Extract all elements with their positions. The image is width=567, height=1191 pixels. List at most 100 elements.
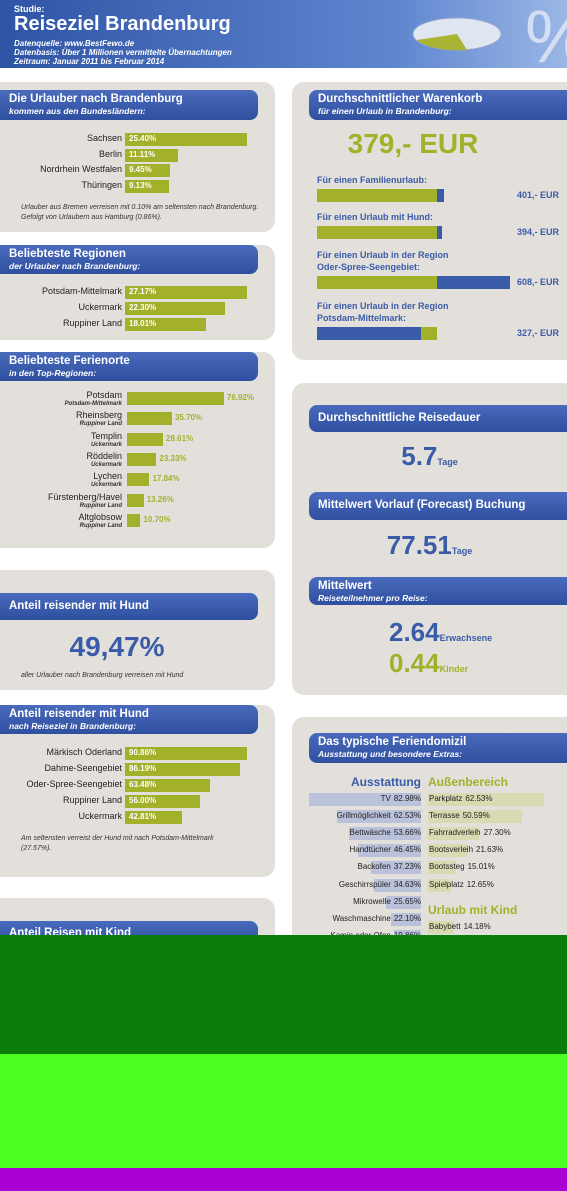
bar: [374, 878, 421, 892]
row-label: Altglobsow: [78, 511, 122, 522]
bar: [125, 779, 211, 792]
row-label: TV 82.98%: [381, 794, 421, 803]
bar: [125, 164, 171, 178]
bar: [428, 793, 544, 806]
study-meta: Datenquelle: www.BestFewo.de: [14, 39, 135, 48]
bar: [127, 513, 141, 527]
section-title: Mittelwert: [318, 580, 372, 592]
row-label: Mikrowelle 25.65%: [353, 897, 421, 906]
section-header: [0, 245, 258, 274]
section-subtitle: nach Reiseziel in Brandenburg:: [9, 721, 137, 731]
bar-value-label: 76.92%: [226, 393, 255, 402]
item-value: 14.18%: [463, 922, 491, 931]
item-value: 62.53%: [465, 794, 493, 803]
unit: Tage: [451, 546, 473, 556]
study-meta: Datenbasis: Über 1 Millionen vermittelte…: [14, 48, 232, 57]
section-header: [309, 492, 567, 520]
item-name: Backofen: [357, 862, 391, 872]
bar-value-label: 401,- EUR: [516, 190, 559, 200]
row-label: Oder-Spree-Seengebiet: [26, 779, 122, 789]
big-number: 379,- EUR: [347, 128, 479, 159]
bar-value-label: 63.48%: [129, 780, 157, 789]
row-label: Lychen: [93, 471, 122, 482]
bar: [428, 878, 452, 892]
section-title: Die Urlauber nach Brandenburg: [9, 93, 183, 105]
row-label: Potsdam: [86, 390, 122, 400]
panel: [292, 383, 567, 695]
bar-value-label: 56.00%: [129, 796, 157, 805]
section-title: Das typische Feriendomizil: [318, 736, 467, 748]
section-header: [0, 593, 258, 620]
item-name: Parkplatz: [429, 794, 463, 803]
overlay-purple: [0, 1168, 567, 1191]
bar: [308, 793, 421, 806]
item-name: Grillmöglichkeit: [336, 811, 391, 821]
bar-value-label: 327,- EUR: [516, 328, 559, 338]
item-value: 12.65%: [466, 879, 494, 889]
study-meta: Zeitraum: Januar 2011 bis Februar 2014: [14, 57, 165, 66]
item-label: Für einen Urlaub in der Region: [317, 301, 449, 311]
bar: [127, 452, 157, 466]
row-label: Sachsen: [86, 133, 122, 143]
bar-value-label: 13.26%: [146, 494, 174, 504]
big-number: 49,47%: [69, 631, 165, 662]
row-label: Geschirrspüler 34.63%: [339, 880, 421, 889]
bar: [125, 795, 201, 808]
item-name: Mikrowelle: [353, 896, 391, 906]
column-heading: Ausstattung: [351, 775, 421, 789]
section-subtitle: für einen Urlaub in Brandenburg:: [318, 106, 452, 116]
bar-value-label: 9.45%: [129, 165, 152, 175]
bar-value-label: 23.33%: [159, 453, 187, 463]
item-label: Für einen Familienurlaub:: [317, 175, 428, 185]
row-label: Bootssteg 15.01%: [429, 862, 495, 871]
big-stat: 0.44 Kinder: [389, 648, 567, 679]
bar: [125, 318, 206, 331]
row-sublabel: Ruppiner Land: [79, 522, 122, 529]
row-label: Ruppiner Land: [62, 318, 122, 328]
item-name: TV: [380, 794, 391, 803]
row-label: Uckermark: [78, 302, 122, 312]
row-label: Spielplatz 12.65%: [429, 880, 494, 889]
section-title: Anteil reisender mit Hund: [9, 708, 149, 720]
row-label: Parkplatz 62.53%: [429, 794, 493, 803]
big-number: 77.51: [386, 530, 452, 560]
big-number: 5.7: [401, 441, 438, 471]
row-label: Thüringen: [81, 180, 122, 191]
row-label: Uckermark: [78, 811, 122, 821]
bar-value-label: 9.13%: [129, 181, 152, 191]
note: aller Urlauber nach Brandenburg verreise…: [21, 672, 184, 679]
bar: [127, 392, 224, 405]
section-header: [0, 705, 258, 734]
overlay-bright-green: [0, 1054, 567, 1168]
bar: [125, 286, 247, 299]
panel: [0, 570, 275, 690]
bar: [428, 861, 456, 875]
bar: [125, 747, 247, 760]
item-name: Fahrradverleih: [429, 828, 481, 838]
row-label: Babybett 14.18%: [429, 922, 491, 931]
section-title: Anteil reisender mit Hund: [9, 599, 149, 612]
row-label: Nordrhein Westfalen: [40, 164, 122, 175]
row-label: Ruppiner Land: [62, 795, 122, 805]
item-label: Oder-Spree-Seengebiet:: [317, 262, 421, 272]
row-label: Berlin: [98, 148, 122, 159]
row-label: Backofen 37.23%: [358, 862, 422, 871]
bar-value-label: 18.01%: [129, 319, 157, 328]
svg-text:%: %: [525, 0, 567, 68]
bar-value-label: 394,- EUR: [516, 227, 559, 237]
section-subtitle: der Urlauber nach Brandenburg:: [9, 261, 141, 271]
average-bar: [317, 226, 437, 239]
bar-value-label: 35.70%: [174, 413, 203, 423]
big-stat: 5.7 Tage: [292, 441, 567, 472]
bar-value-label: 10.70%: [143, 514, 171, 524]
item-value: 62.53%: [393, 811, 421, 821]
bar: [127, 473, 150, 487]
row-sublabel: Ruppiner Land: [79, 502, 122, 509]
row-label: Handtücher 46.45%: [350, 845, 422, 854]
bar-value-label: 17.84%: [152, 474, 180, 484]
item-name: Handtücher: [349, 845, 391, 855]
section-title: Durchschnittlicher Warenkorb: [318, 93, 483, 105]
row-label: Fürstenberg/Havel: [47, 491, 122, 502]
bar: [317, 327, 421, 340]
section-title: Durchschnittliche Reisedauer: [318, 411, 481, 424]
